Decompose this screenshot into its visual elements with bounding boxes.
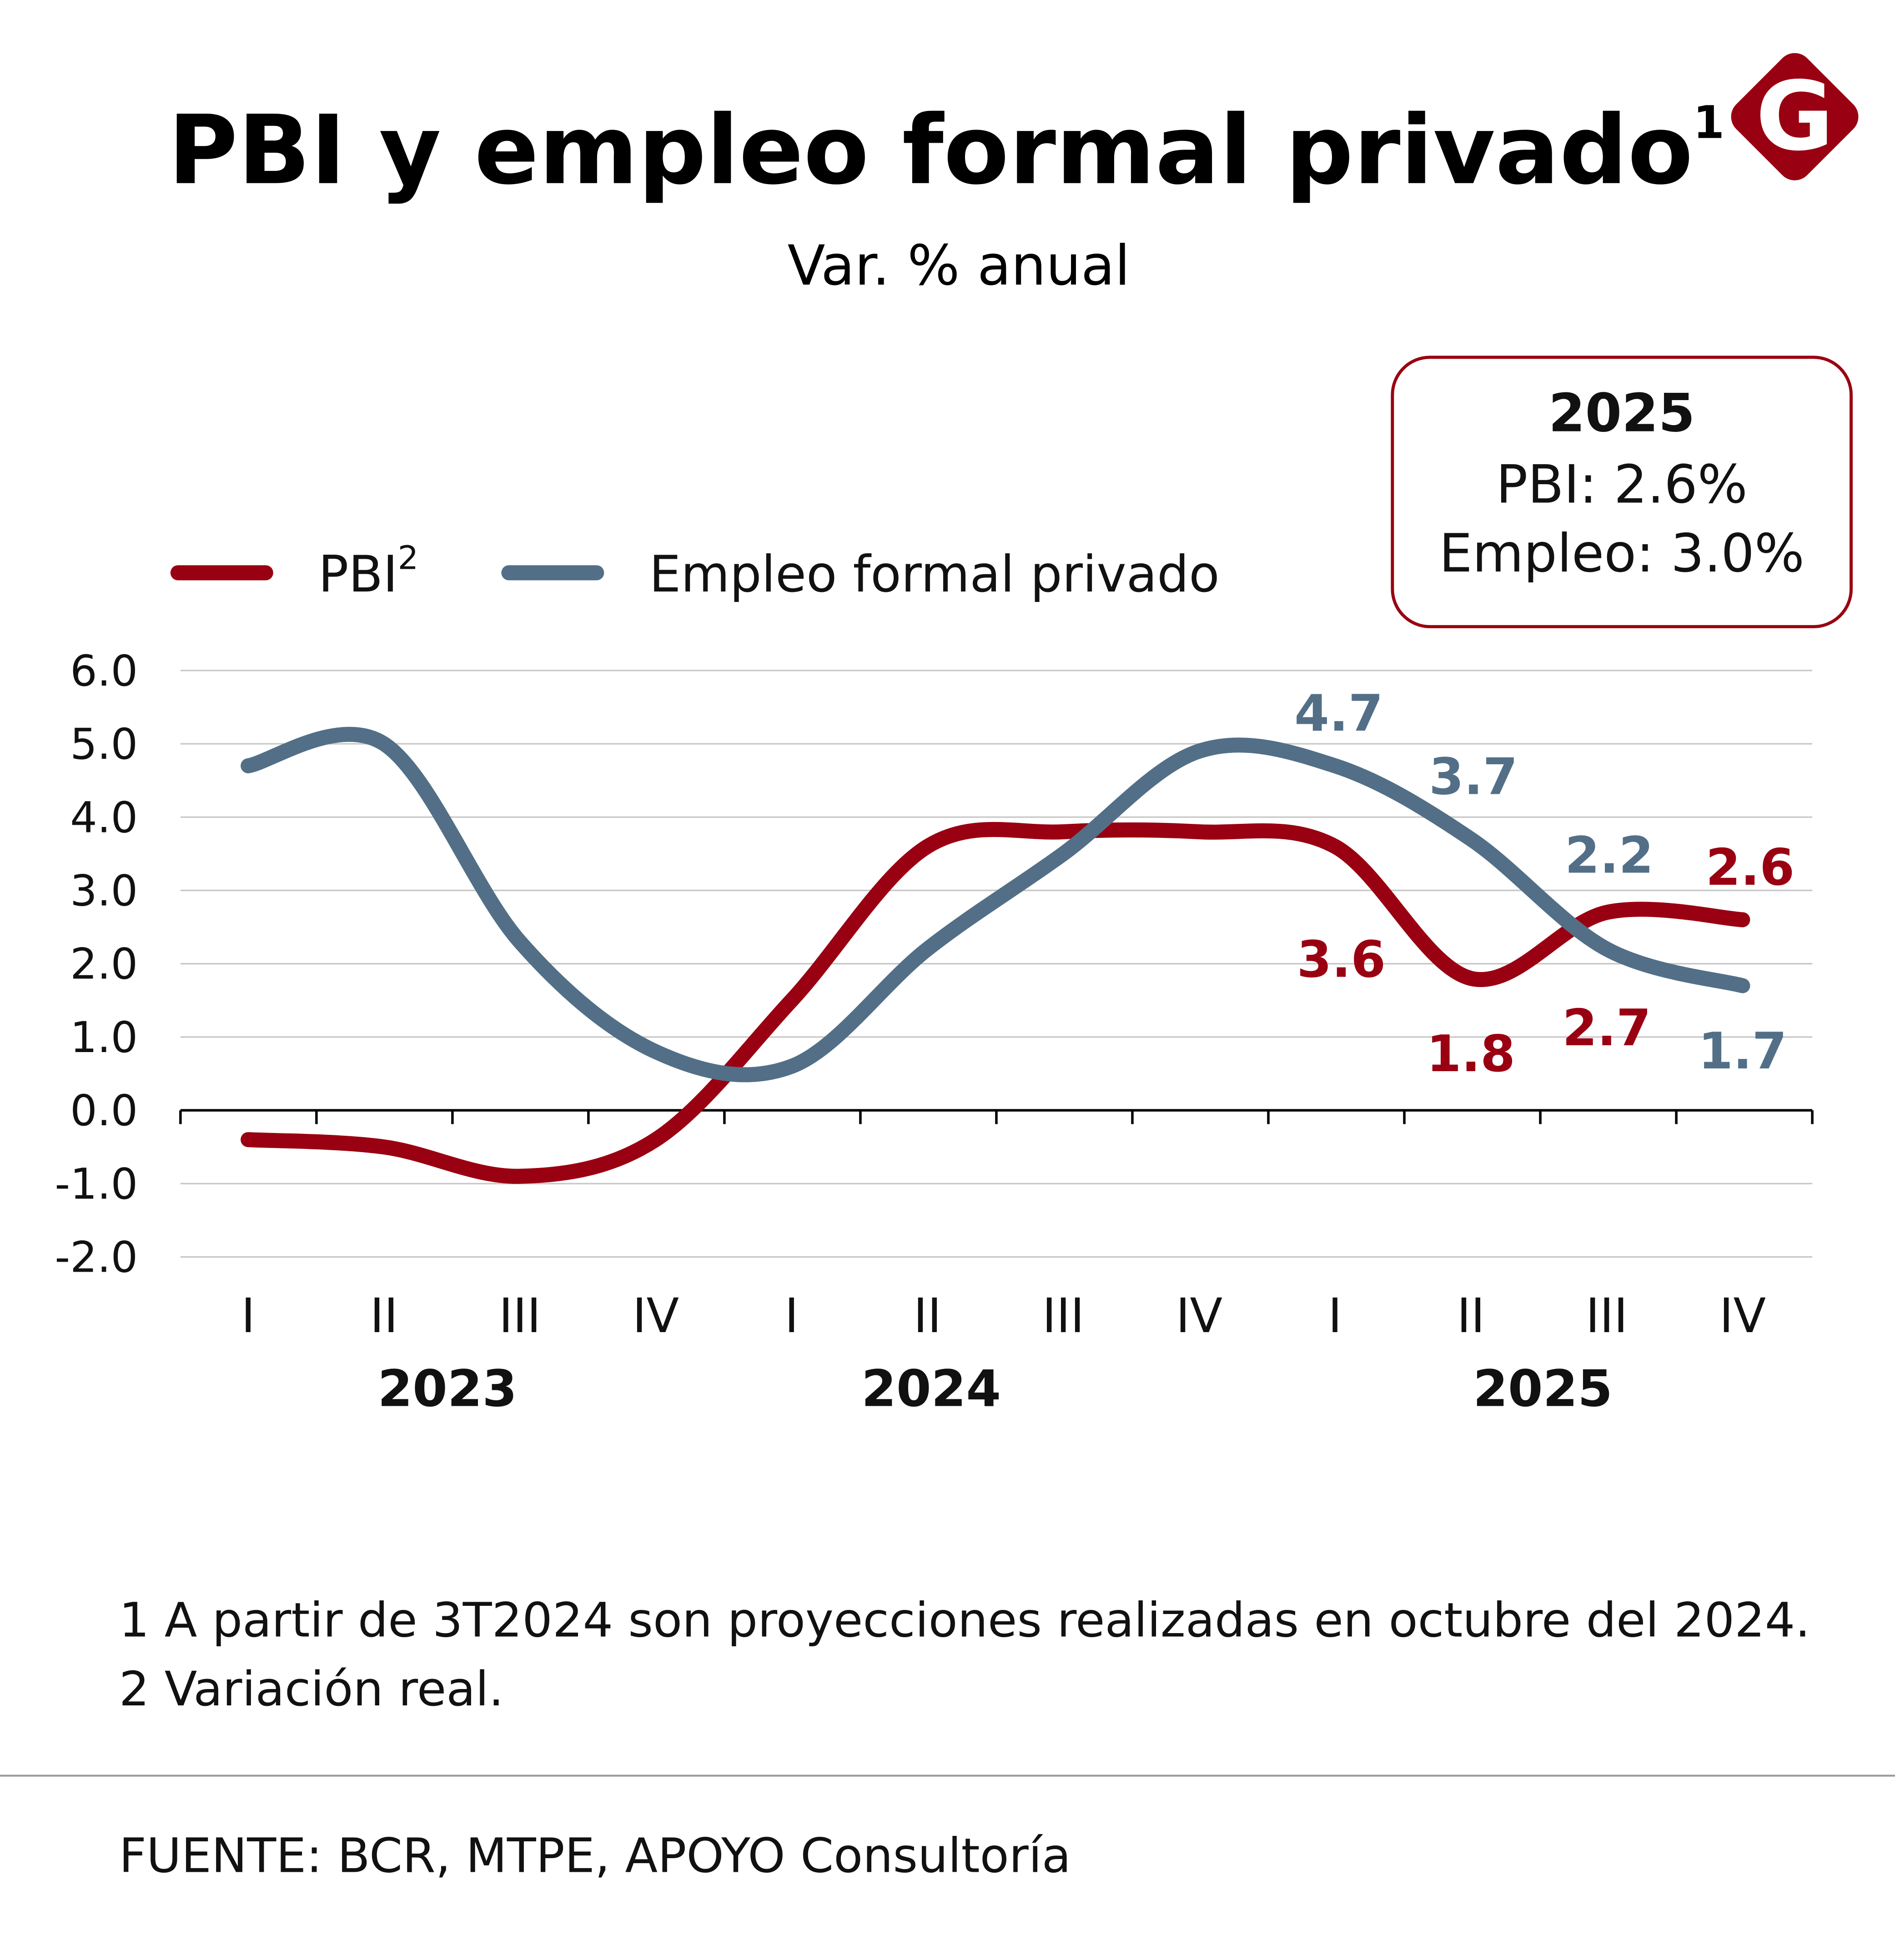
infobox-pbi: PBI: 2.6% bbox=[1496, 454, 1748, 515]
legend: PBI2 Empleo formal privado bbox=[170, 539, 1220, 604]
legend-label-pbi: PBI2 bbox=[318, 539, 418, 604]
data-label: 3.6 bbox=[1297, 930, 1386, 988]
y-tick-label: 1.0 bbox=[70, 1013, 138, 1063]
y-tick-label: 3.0 bbox=[70, 867, 138, 916]
chart-title: PBI y empleo formal privado1 bbox=[168, 95, 1724, 206]
gridlines bbox=[180, 670, 1813, 1258]
data-label: 4.7 bbox=[1294, 684, 1383, 742]
x-tick-label: III bbox=[1042, 1288, 1085, 1343]
logo: G bbox=[1731, 53, 1859, 180]
data-label: 1.8 bbox=[1427, 1025, 1515, 1083]
footnote-1: 1 A partir de 3T2024 son proyecciones re… bbox=[119, 1593, 1810, 1648]
y-tick-label: -2.0 bbox=[55, 1233, 138, 1283]
legend-label-empleo: Empleo formal privado bbox=[649, 545, 1220, 603]
series-lines bbox=[241, 727, 1750, 1184]
data-label: 1.7 bbox=[1698, 1022, 1787, 1080]
y-axis: 6.0 5.0 4.0 3.0 2.0 1.0 0.0 -1.0 -2.0 bbox=[55, 647, 138, 1283]
data-label: 2.2 bbox=[1565, 826, 1654, 884]
year-label: 2025 bbox=[1473, 1360, 1613, 1418]
y-tick-label: -1.0 bbox=[55, 1159, 138, 1209]
svg-text:G: G bbox=[1756, 61, 1834, 172]
x-tick-label: IV bbox=[1176, 1288, 1223, 1343]
series-line-empleo bbox=[241, 727, 1750, 1083]
infobox: 2025 PBI: 2.6% Empleo: 3.0% bbox=[1391, 356, 1853, 628]
x-tick-label: III bbox=[499, 1288, 541, 1343]
y-tick-label: 2.0 bbox=[70, 940, 138, 989]
x-tick-label: I bbox=[1328, 1288, 1342, 1343]
chart-subtitle: Var. % anual bbox=[788, 233, 1130, 298]
infobox-empleo: Empleo: 3.0% bbox=[1439, 523, 1804, 584]
x-tick-label: III bbox=[1586, 1288, 1628, 1343]
infobox-year: 2025 bbox=[1548, 383, 1695, 444]
y-tick-label: 5.0 bbox=[70, 720, 138, 769]
x-tick-label: IV bbox=[1719, 1288, 1766, 1343]
series-line-pbi bbox=[241, 822, 1750, 1184]
y-tick-label: 6.0 bbox=[70, 647, 138, 696]
year-label: 2024 bbox=[861, 1360, 1001, 1418]
footnote-2: 2 Variación real. bbox=[119, 1661, 504, 1717]
data-label: 2.7 bbox=[1562, 999, 1651, 1057]
x-tick-label: I bbox=[784, 1288, 799, 1343]
x-tick-label: II bbox=[370, 1288, 398, 1343]
data-label: 2.6 bbox=[1706, 838, 1794, 897]
x-tick-label: IV bbox=[633, 1288, 679, 1343]
source: FUENTE: BCR, MTPE, APOYO Consultoría bbox=[119, 1828, 1071, 1884]
x-tick-label: II bbox=[914, 1288, 942, 1343]
x-tick-label: I bbox=[241, 1288, 255, 1343]
year-label: 2023 bbox=[377, 1360, 517, 1418]
x-tick-label: II bbox=[1457, 1288, 1485, 1343]
data-labels: 3.6 1.8 2.7 2.6 4.7 3.7 2.2 1.7 bbox=[1294, 684, 1794, 1083]
data-label: 3.7 bbox=[1429, 747, 1518, 806]
y-tick-label: 4.0 bbox=[70, 793, 138, 842]
y-tick-label: 0.0 bbox=[70, 1086, 138, 1136]
